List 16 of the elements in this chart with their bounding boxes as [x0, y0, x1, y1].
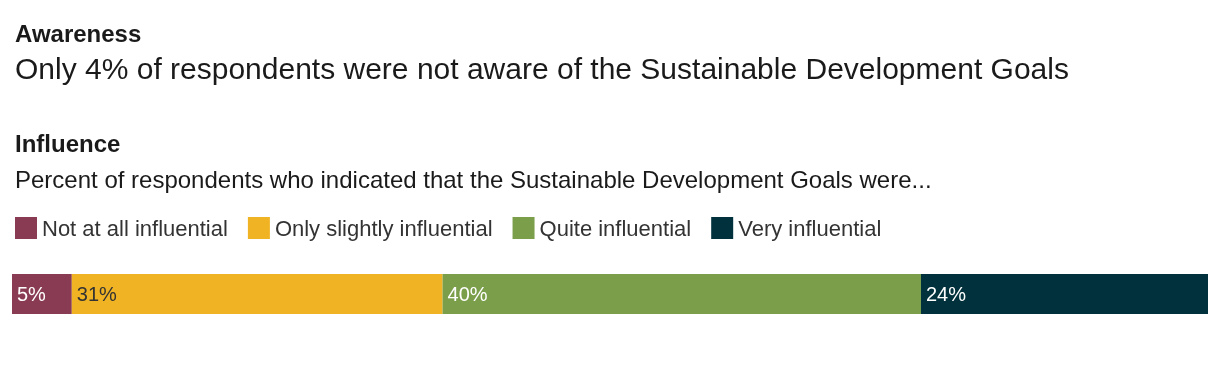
- legend-label: Very influential: [738, 215, 882, 241]
- legend-label: Only slightly influential: [274, 215, 493, 241]
- legend-label: Not at all influential: [42, 215, 228, 241]
- data-label: 40%: [447, 283, 488, 305]
- chart-title: Awareness: [15, 19, 142, 47]
- bar: [71, 274, 443, 314]
- bar: [920, 274, 1208, 314]
- data-label: 24%: [925, 283, 967, 305]
- text: Influence: [15, 129, 121, 157]
- bar: [12, 274, 72, 314]
- legend-label: Quite influential: [539, 215, 692, 241]
- chart-subtitle: Only 4% of respondents were not aware of the Sustainable Development Goals: [15, 51, 1069, 85]
- text: Percent of respondents who indicated that the Sustainable Development Goals were...: [15, 165, 932, 193]
- bar: [442, 274, 921, 314]
- data-label: 5%: [17, 283, 47, 305]
- data-label: 31%: [76, 283, 118, 305]
